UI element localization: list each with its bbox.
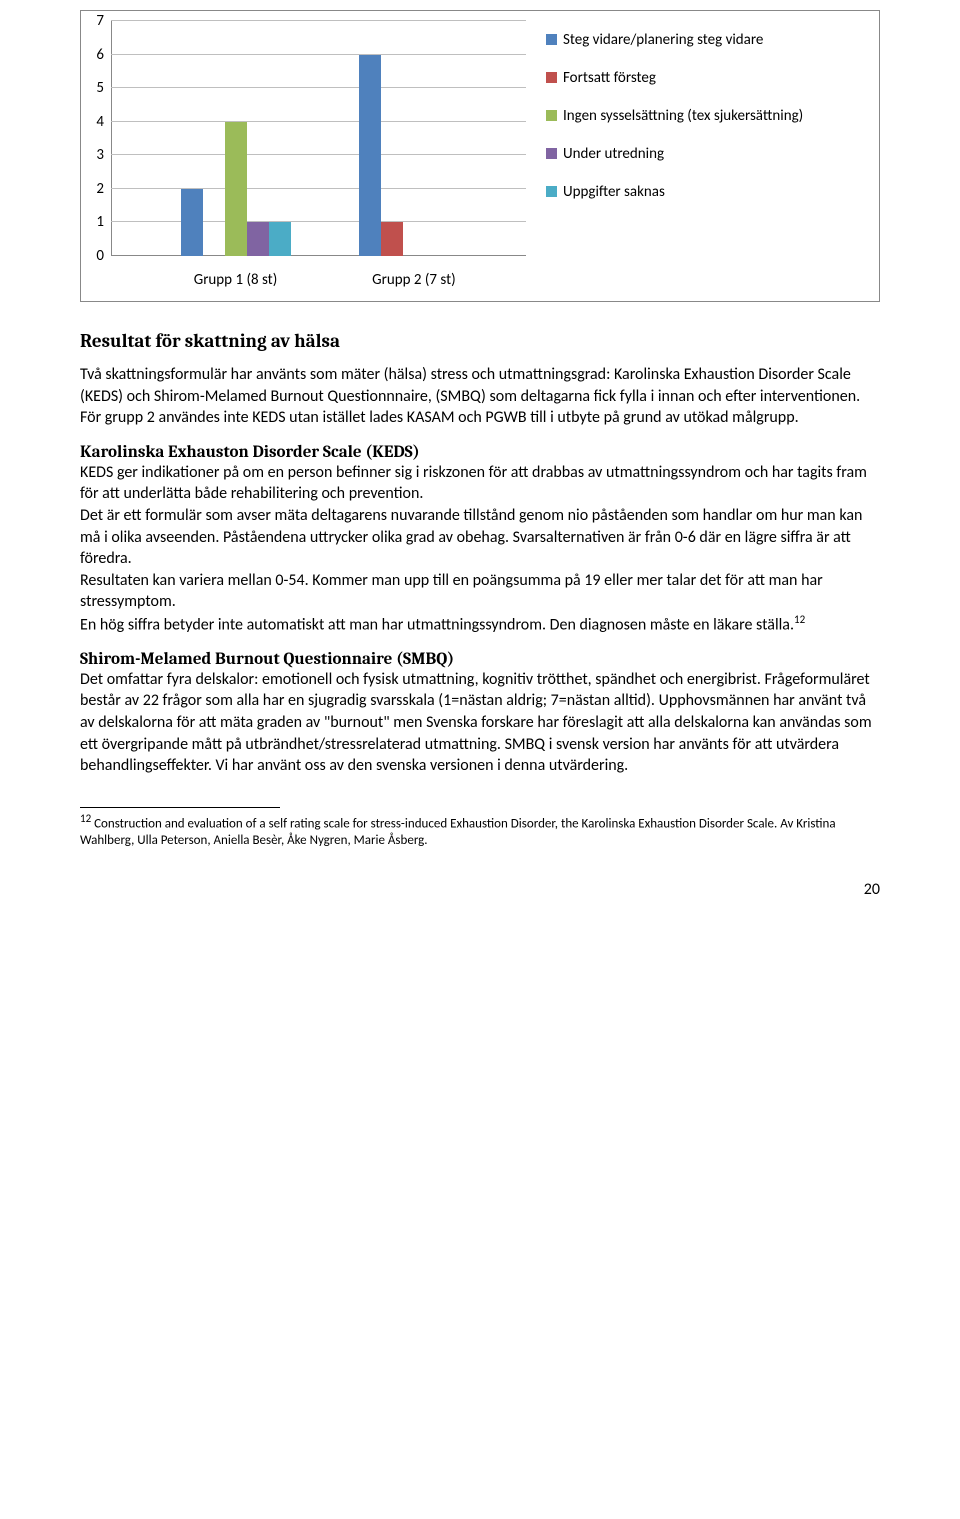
- bar: [269, 222, 291, 256]
- y-tick-label: 0: [96, 247, 104, 265]
- grid-line: [111, 20, 526, 21]
- y-axis: 01234567: [86, 21, 106, 291]
- legend-swatch: [546, 110, 557, 121]
- chart-plot-area: 01234567 Grupp 1 (8 st)Grupp 2 (7 st): [86, 21, 526, 291]
- y-tick-label: 3: [96, 146, 104, 164]
- page-number: 20: [80, 880, 880, 899]
- paragraph: Två skattningsformulär har använts som m…: [80, 364, 880, 429]
- legend-item: Fortsatt försteg: [546, 69, 869, 87]
- y-tick-label: 6: [96, 46, 104, 64]
- legend-label: Steg vidare/planering steg vidare: [563, 31, 763, 49]
- legend: Steg vidare/planering steg vidare Fortsat…: [526, 21, 874, 291]
- text: En hög siffra betyder inte automatiskt a…: [80, 615, 794, 634]
- bar-group: [359, 55, 469, 256]
- bar: [247, 222, 269, 256]
- paragraph: Det omfattar fyra delskalor: emotionell …: [80, 669, 880, 777]
- legend-item: Ingen sysselsättning (tex sjukersättning…: [546, 107, 869, 125]
- x-axis-labels: Grupp 1 (8 st) Grupp 2 (7 st): [111, 261, 526, 291]
- paragraph: Det är ett formulär som avser mäta delta…: [80, 505, 880, 570]
- bar: [359, 55, 381, 256]
- x-axis-label: Grupp 1 (8 st): [194, 271, 278, 289]
- y-tick-label: 1: [96, 213, 104, 231]
- legend-swatch: [546, 72, 557, 83]
- legend-label: Under utredning: [563, 145, 664, 163]
- paragraph: Resultaten kan variera mellan 0-54. Komm…: [80, 570, 880, 613]
- bar: [381, 222, 403, 256]
- paragraph: KEDS ger indikationer på om en person be…: [80, 462, 880, 505]
- subsection-heading-smbq: Shirom-Melamed Burnout Questionnaire (SM…: [80, 650, 880, 669]
- bar-group: [181, 122, 291, 256]
- y-tick-label: 7: [96, 12, 104, 30]
- y-tick-label: 2: [96, 180, 104, 198]
- plot: [111, 21, 526, 256]
- y-tick-label: 5: [96, 79, 104, 97]
- legend-swatch: [546, 148, 557, 159]
- subsection-heading-keds: Karolinska Exhauston Disorder Scale (KED…: [80, 443, 880, 462]
- legend-swatch: [546, 34, 557, 45]
- legend-label: Uppgifter saknas: [563, 183, 665, 201]
- footnote-text: Construction and evaluation of a self ra…: [80, 816, 836, 848]
- footnote: 12 Construction and evaluation of a self…: [80, 812, 880, 850]
- bar: [181, 189, 203, 256]
- bar: [225, 122, 247, 256]
- footnote-ref: 12: [794, 613, 805, 626]
- legend-item: Under utredning: [546, 145, 869, 163]
- legend-item: Steg vidare/planering steg vidare: [546, 31, 869, 49]
- legend-swatch: [546, 186, 557, 197]
- y-tick-label: 4: [96, 113, 104, 131]
- legend-label: Fortsatt försteg: [563, 69, 656, 87]
- x-axis-label: Grupp 2 (7 st): [372, 271, 456, 289]
- chart-container: 0 1 2 3 4 5 6 7 Grupp 1 (8 st) Grupp 2 (7 st) St…: [80, 10, 880, 302]
- legend-item: Uppgifter saknas: [546, 183, 869, 201]
- section-heading: Resultat för skattning av hälsa: [80, 330, 880, 352]
- footnote-number: 12: [80, 812, 91, 825]
- paragraph: En hög siffra betyder inte automatiskt a…: [80, 613, 880, 636]
- legend-label: Ingen sysselsättning (tex sjukersättning…: [563, 107, 803, 125]
- chart-box: 0 1 2 3 4 5 6 7 Grupp 1 (8 st) Grupp 2 (7 st) St…: [80, 10, 880, 302]
- footnote-separator: [80, 807, 280, 808]
